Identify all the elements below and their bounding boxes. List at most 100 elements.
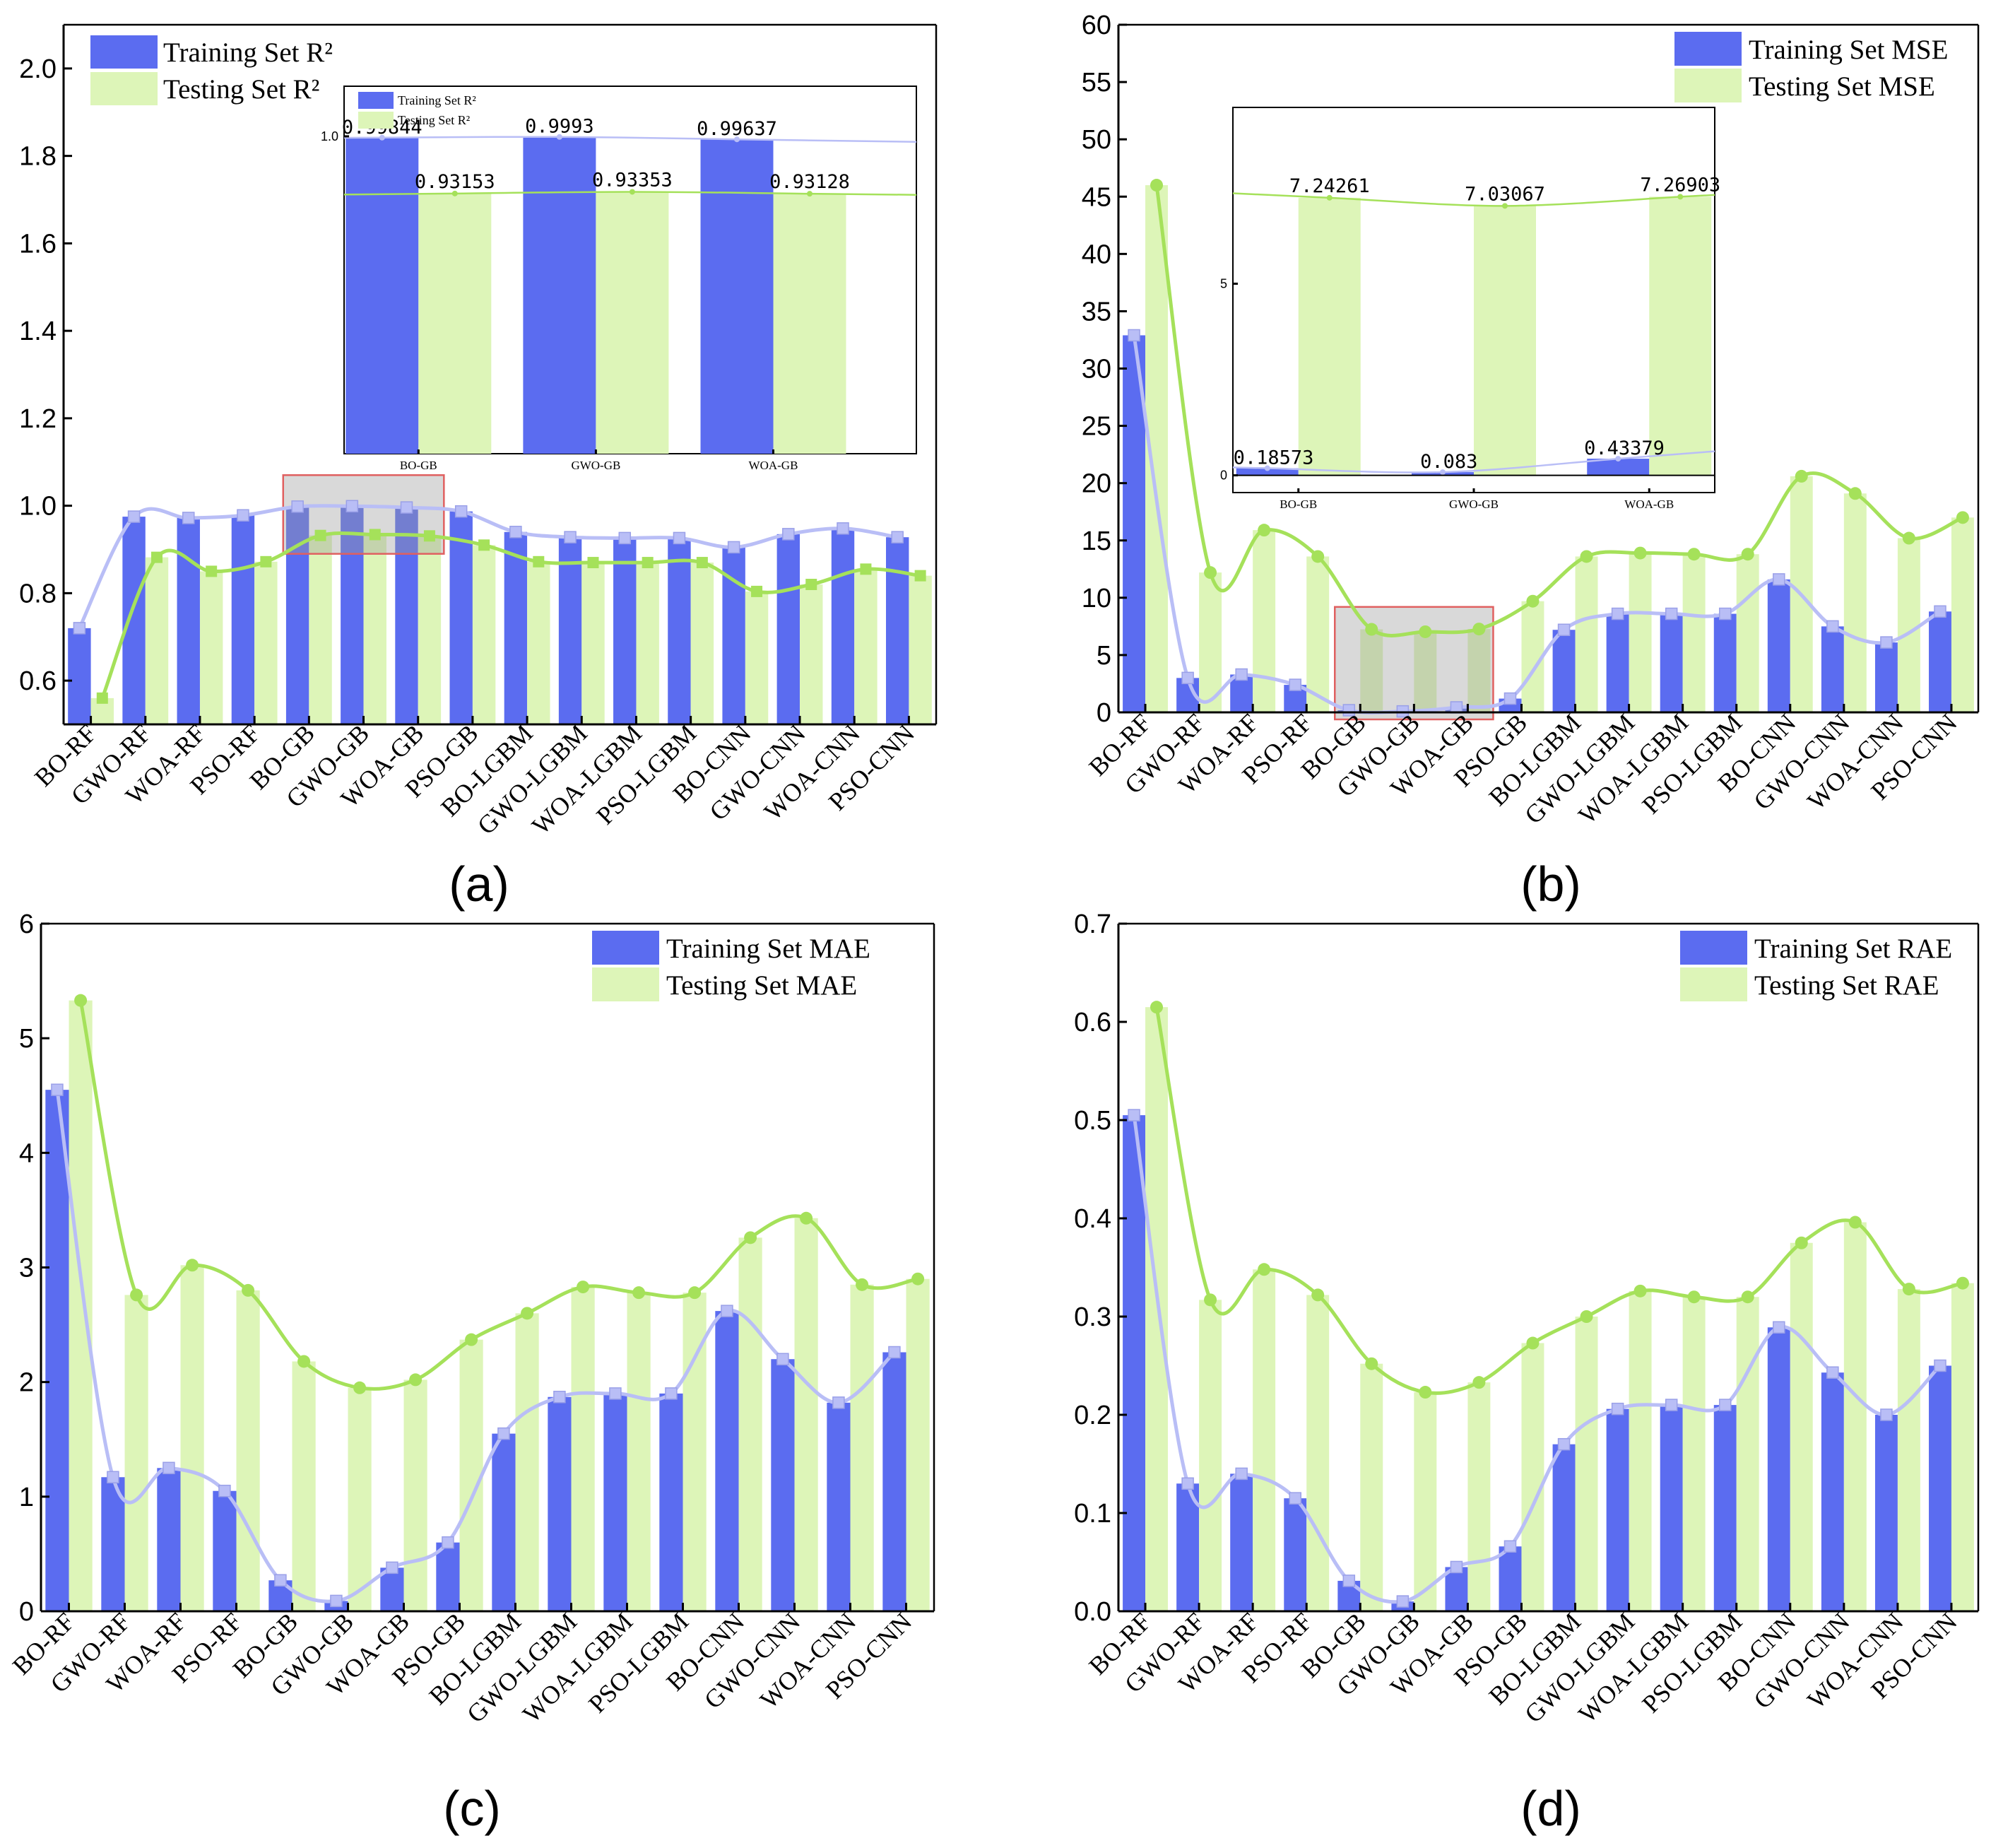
- inset-training-bar: [1236, 468, 1299, 476]
- testing-point-marker: [1902, 531, 1915, 545]
- training-bar: [45, 1090, 69, 1611]
- training-bar: [603, 1393, 627, 1611]
- testing-point-marker: [206, 565, 218, 577]
- testing-bar: [1951, 517, 1974, 712]
- inset-testing-marker: [451, 190, 458, 196]
- testing-point-marker: [1311, 550, 1325, 563]
- testing-point-marker: [751, 585, 763, 597]
- y-tick-label: 1.2: [19, 404, 57, 434]
- testing-point-marker: [242, 1283, 255, 1297]
- training-bar: [776, 534, 800, 724]
- y-tick-label: 60: [1082, 11, 1111, 40]
- training-point-marker: [1342, 1575, 1356, 1587]
- training-point-marker: [1181, 671, 1194, 685]
- training-bar: [1499, 1546, 1522, 1611]
- training-point-marker: [1773, 573, 1785, 586]
- testing-bar: [1306, 1295, 1330, 1611]
- testing-point-marker: [642, 557, 654, 569]
- testing-point-marker: [1795, 1236, 1808, 1249]
- testing-bar: [1843, 1222, 1867, 1611]
- testing-point-marker: [260, 555, 272, 567]
- y-tick-label: 40: [1082, 240, 1111, 269]
- inset-training-marker: [556, 134, 562, 140]
- testing-bar: [472, 545, 496, 724]
- training-point-marker: [400, 501, 413, 514]
- training-point-marker: [509, 526, 522, 538]
- testing-point-marker: [856, 1278, 869, 1291]
- testing-bar: [1951, 1283, 1974, 1611]
- training-point-marker: [1665, 607, 1678, 620]
- testing-bar: [1790, 1242, 1813, 1611]
- training-bar: [1552, 1444, 1576, 1611]
- testing-point-marker: [521, 1307, 534, 1320]
- training-point-marker: [1880, 1408, 1893, 1421]
- inset-training-marker: [734, 136, 740, 143]
- legend-label-training: Training Set MAE: [666, 934, 870, 964]
- y-tick-label: 5: [19, 1024, 34, 1054]
- training-point-marker: [1289, 678, 1301, 691]
- training-point-marker: [1611, 607, 1624, 620]
- testing-bar: [1253, 1269, 1276, 1611]
- training-bar: [1767, 1327, 1790, 1611]
- zoom-region-box: [1334, 606, 1494, 721]
- testing-bar: [418, 536, 442, 724]
- testing-point-marker: [696, 557, 708, 569]
- testing-point-marker: [1472, 1376, 1486, 1389]
- y-tick-label: 45: [1082, 182, 1111, 212]
- training-point-marker: [1181, 1477, 1194, 1490]
- y-tick-label: 2: [19, 1368, 34, 1398]
- inset-testing-value-label: 0.93353: [592, 169, 673, 191]
- training-point-marker: [1235, 1467, 1248, 1481]
- testing-bar: [348, 1387, 372, 1611]
- testing-point-marker: [409, 1373, 423, 1387]
- training-point-marker: [673, 531, 686, 545]
- testing-bar: [1575, 556, 1598, 712]
- training-point-marker: [1396, 1595, 1410, 1608]
- testing-bar: [1521, 1343, 1544, 1611]
- inset-training-marker: [1264, 465, 1270, 471]
- testing-bar: [794, 1218, 818, 1611]
- legend-swatch-testing: [90, 72, 158, 105]
- training-point-marker: [1826, 1366, 1839, 1379]
- y-tick-label: 1: [19, 1483, 34, 1512]
- testing-bar: [1199, 1300, 1222, 1611]
- y-tick-label: 5: [1097, 641, 1111, 671]
- y-tick-label: 4: [19, 1138, 34, 1168]
- testing-point-marker: [1633, 1284, 1647, 1297]
- legend-label-testing: Testing Set R²: [163, 74, 319, 105]
- legend-label-testing: Testing Set RAE: [1754, 970, 1939, 1001]
- testing-point-marker: [423, 530, 435, 542]
- y-tick-label: 10: [1082, 584, 1111, 613]
- testing-bar: [1414, 1392, 1437, 1611]
- training-point-marker: [1503, 692, 1517, 705]
- testing-point-marker: [130, 1288, 143, 1302]
- testing-bar: [1306, 556, 1330, 712]
- y-tick-label: 0.6: [1074, 1008, 1111, 1037]
- training-point-marker: [51, 1083, 64, 1096]
- training-point-marker: [218, 1484, 231, 1497]
- testing-point-marker: [1848, 487, 1862, 500]
- training-point-marker: [1289, 1492, 1301, 1505]
- chart-panel-b: 051015202530354045505560BO-RFGWO-RFWOA-R…: [1082, 11, 1980, 829]
- training-point-marker: [727, 541, 740, 554]
- y-tick-label: 30: [1082, 355, 1111, 384]
- testing-point-marker: [1633, 546, 1647, 560]
- testing-series-line: [1154, 184, 1963, 637]
- testing-point-marker: [297, 1355, 311, 1368]
- inset-y-tick-label: 0: [1220, 469, 1227, 483]
- inset-testing-marker: [1677, 194, 1684, 200]
- testing-bar: [909, 575, 932, 724]
- training-point-marker: [782, 528, 795, 541]
- training-bar: [1284, 1498, 1307, 1611]
- inset-testing-marker: [807, 191, 813, 197]
- testing-bar: [906, 1278, 930, 1611]
- y-tick-label: 25: [1082, 412, 1111, 442]
- testing-bar: [1199, 572, 1222, 712]
- training-point-marker: [1503, 1540, 1517, 1553]
- training-point-marker: [891, 531, 904, 543]
- y-tick-label: 1.6: [19, 229, 57, 259]
- inset-testing-value-label: 0.93153: [415, 171, 495, 193]
- training-bar: [101, 1477, 125, 1611]
- inset-testing-value-label: 7.24261: [1289, 175, 1370, 197]
